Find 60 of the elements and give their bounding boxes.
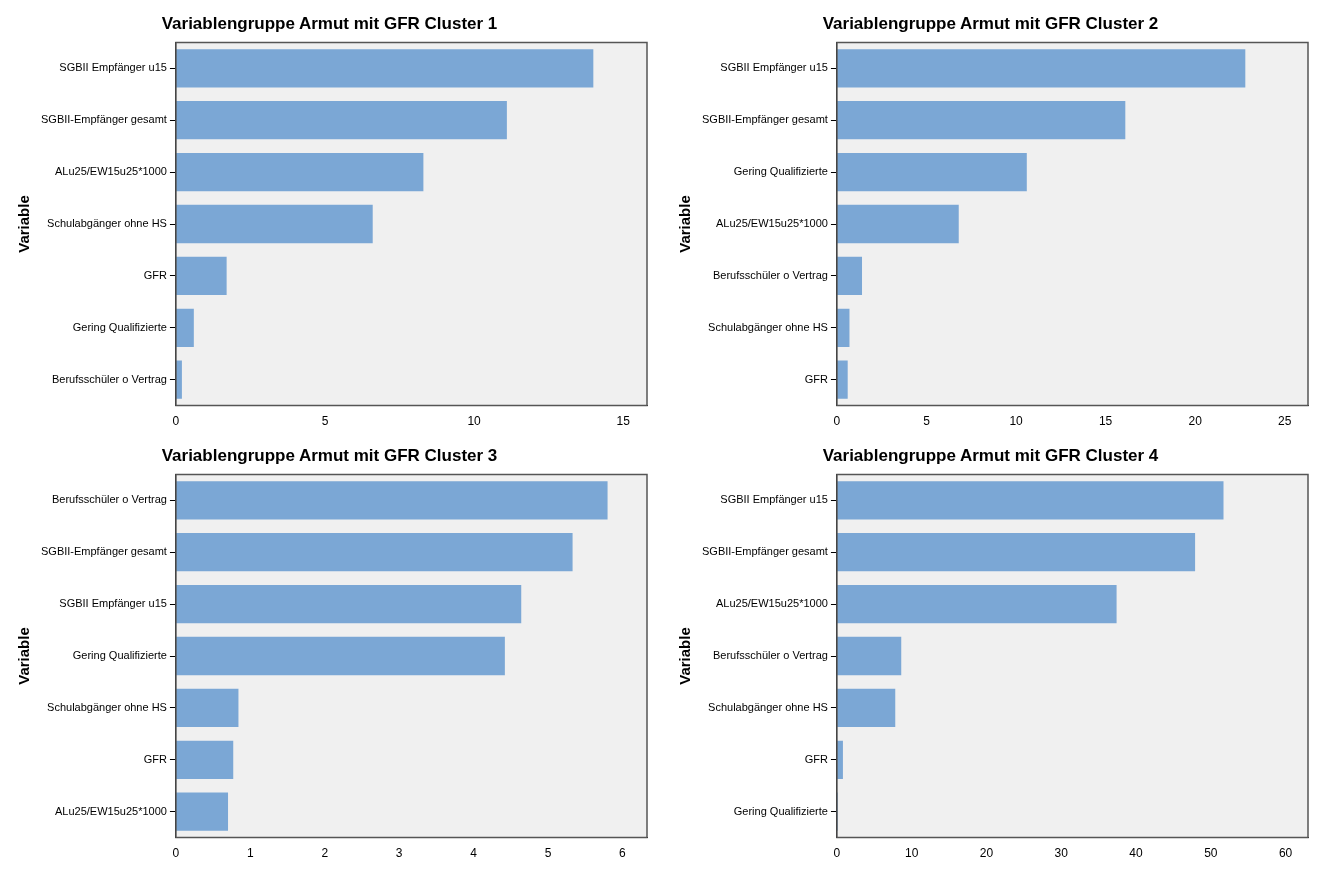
y-tick-label: GFR xyxy=(143,752,167,765)
chart-title: Variablengruppe Armut mit GFR Cluster 3 xyxy=(161,445,498,465)
y-tick-label: Berufsschüler o Vertrag xyxy=(51,372,167,385)
y-tick-label: SGBII-Empfänger gesamt xyxy=(40,545,167,558)
y-axis-title: Variable xyxy=(15,627,33,685)
x-tick-label: 20 xyxy=(1188,414,1203,429)
x-tick-label: 50 xyxy=(1204,846,1218,861)
y-tick-label: Schulabgänger ohne HS xyxy=(47,217,167,230)
x-tick-label: 5 xyxy=(923,414,931,429)
x-tick-label: 2 xyxy=(321,846,329,861)
y-tick-label: SGBII-Empfänger gesamt xyxy=(40,113,167,126)
y-tick-label: Schulabgänger ohne HS xyxy=(708,700,828,713)
y-axis-title: Variable xyxy=(676,195,694,253)
x-tick-label: 60 xyxy=(1278,846,1293,861)
chart-title: Variablengruppe Armut mit GFR Cluster 1 xyxy=(161,13,498,33)
y-tick-label: SGBII Empfänger u15 xyxy=(59,597,167,610)
y-tick-label: ALu25/EW15u25*1000 xyxy=(55,165,167,178)
x-tick-label: 6 xyxy=(619,846,627,861)
x-tick-label: 0 xyxy=(833,846,841,861)
y-tick-label: Gering Qualifizierte xyxy=(72,649,167,662)
y-tick-label: SGBII Empfänger u15 xyxy=(720,61,828,74)
x-tick-label: 0 xyxy=(172,414,180,429)
x-tick-label: 0 xyxy=(833,414,841,429)
y-tick-label: Schulabgänger ohne HS xyxy=(47,700,167,713)
y-tick-label: SGBII Empfänger u15 xyxy=(720,493,828,506)
y-tick-label: ALu25/EW15u25*1000 xyxy=(716,597,828,610)
x-tick-label: 20 xyxy=(979,846,994,861)
y-tick-label: Schulabgänger ohne HS xyxy=(708,320,828,333)
chart-title: Variablengruppe Armut mit GFR Cluster 2 xyxy=(822,13,1159,33)
x-tick-label: 1 xyxy=(247,846,255,861)
chart-title: Variablengruppe Armut mit GFR Cluster 4 xyxy=(822,445,1159,465)
y-tick-label: Gering Qualifizierte xyxy=(72,320,167,333)
x-tick-label: 15 xyxy=(616,414,631,429)
y-tick-label: ALu25/EW15u25*1000 xyxy=(716,217,828,230)
y-axis-title: Variable xyxy=(15,195,33,253)
y-tick-label: SGBII-Empfänger gesamt xyxy=(701,545,828,558)
y-tick-label: GFR xyxy=(804,752,828,765)
y-tick-label: GFR xyxy=(143,268,167,281)
y-tick-label: SGBII Empfänger u15 xyxy=(59,61,167,74)
x-tick-label: 25 xyxy=(1278,414,1292,429)
x-tick-label: 10 xyxy=(905,846,919,861)
x-tick-label: 15 xyxy=(1098,414,1113,429)
y-tick-label: Berufsschüler o Vertrag xyxy=(51,493,167,506)
y-tick-label: Gering Qualifizierte xyxy=(733,804,828,817)
x-tick-label: 4 xyxy=(470,846,478,861)
y-tick-label: SGBII-Empfänger gesamt xyxy=(701,113,828,126)
y-tick-label: ALu25/EW15u25*1000 xyxy=(55,804,167,817)
x-tick-label: 3 xyxy=(395,846,403,861)
y-axis-title: Variable xyxy=(676,627,694,685)
y-tick-label: Gering Qualifizierte xyxy=(733,165,828,178)
x-tick-label: 10 xyxy=(1009,414,1024,429)
x-tick-label: 30 xyxy=(1054,846,1069,861)
x-tick-label: 10 xyxy=(467,414,482,429)
y-tick-label: Berufsschüler o Vertrag xyxy=(712,649,828,662)
y-tick-label: GFR xyxy=(804,372,828,385)
x-tick-label: 5 xyxy=(321,414,329,429)
x-tick-label: 0 xyxy=(172,846,180,861)
x-tick-label: 40 xyxy=(1129,846,1144,861)
y-tick-label: Berufsschüler o Vertrag xyxy=(712,268,828,281)
x-tick-label: 5 xyxy=(544,846,552,861)
